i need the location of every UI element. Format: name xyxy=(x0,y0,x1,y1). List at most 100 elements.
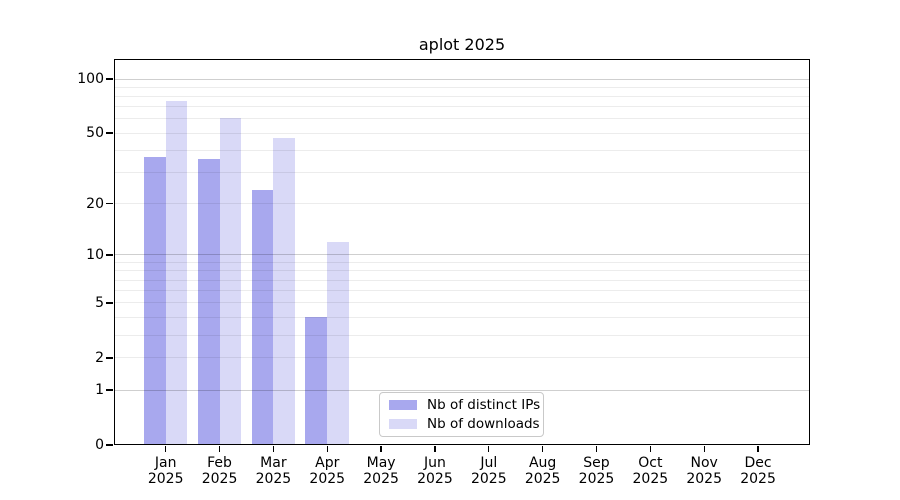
x-tick-month: Sep xyxy=(583,455,610,471)
x-tick-label-feb: Feb 2025 xyxy=(192,455,248,487)
y-tick-mark-10 xyxy=(106,254,113,256)
y-tick-mark-2 xyxy=(106,357,113,359)
x-tick-mark-jun xyxy=(434,446,436,452)
gridline-minor-5 xyxy=(114,302,810,304)
y-tick-label-50: 50 xyxy=(86,125,104,142)
gridline-minor-3 xyxy=(114,334,810,336)
y-tick-label-5: 5 xyxy=(95,294,104,311)
x-tick-month: Feb xyxy=(207,455,232,471)
gridline-major-10 xyxy=(114,254,810,256)
x-tick-mark-dec xyxy=(757,446,759,452)
gridline-minor-6 xyxy=(114,290,810,292)
gridline-minor-20 xyxy=(114,203,810,205)
x-tick-mark-apr xyxy=(326,446,328,452)
x-tick-label-jun: Jun 2025 xyxy=(407,455,463,487)
x-tick-month: Nov xyxy=(690,455,718,471)
y-tick-label-0: 0 xyxy=(95,437,104,453)
bar-apr-distinct-ips xyxy=(305,317,328,445)
x-tick-mark-feb xyxy=(218,446,221,452)
gridline-minor-4 xyxy=(114,316,810,318)
gridline-minor-2 xyxy=(114,357,810,359)
x-tick-mark-nov xyxy=(703,446,705,452)
x-tick-month: Dec xyxy=(744,455,772,471)
x-tick-year: 2025 xyxy=(632,471,669,487)
x-tick-month: Jun xyxy=(424,455,446,471)
y-tick-label-100: 100 xyxy=(77,71,104,87)
x-tick-mark-mar xyxy=(272,446,275,452)
x-tick-month: Mar xyxy=(260,455,287,471)
x-tick-mark-aug xyxy=(541,446,544,452)
bar-feb-downloads xyxy=(219,117,242,445)
gridline-minor-8 xyxy=(114,270,810,272)
gridline-minor-70 xyxy=(114,106,810,108)
x-tick-month: Apr xyxy=(315,455,340,471)
x-tick-mark-may xyxy=(380,446,382,452)
y-tick-mark-100 xyxy=(106,78,113,80)
gridline-minor-60 xyxy=(114,118,810,120)
y-tick-mark-20 xyxy=(106,202,113,205)
x-tick-month: Oct xyxy=(638,455,663,471)
legend-label-downloads: Nb of downloads xyxy=(427,416,540,432)
gridline-minor-80 xyxy=(114,96,810,97)
x-tick-year: 2025 xyxy=(470,471,507,487)
x-tick-month: Jul xyxy=(480,455,498,471)
x-tick-label-dec: Dec 2025 xyxy=(730,455,786,487)
legend-item-downloads: Nb of downloads xyxy=(389,417,540,431)
bar-mar-distinct-ips xyxy=(251,189,274,445)
x-tick-year: 2025 xyxy=(740,471,776,487)
x-tick-label-oct: Oct 2025 xyxy=(622,455,678,487)
x-tick-year: 2025 xyxy=(578,471,615,487)
x-tick-label-jul: Jul 2025 xyxy=(461,455,517,487)
x-tick-label-mar: Mar 2025 xyxy=(245,455,301,487)
bar-feb-distinct-ips xyxy=(197,158,220,445)
gridline-minor-9 xyxy=(114,261,810,263)
y-tick-mark-50 xyxy=(106,132,113,134)
y-tick-mark-0 xyxy=(106,444,113,446)
gridline-minor-50 xyxy=(114,132,810,134)
x-tick-label-apr: Apr 2025 xyxy=(299,455,355,487)
x-tick-mark-oct xyxy=(649,446,652,452)
gridline-minor-90 xyxy=(114,86,810,88)
x-tick-year: 2025 xyxy=(147,471,184,487)
x-tick-label-may: May 2025 xyxy=(353,455,409,487)
x-tick-mark-jul xyxy=(488,446,490,452)
x-tick-label-nov: Nov 2025 xyxy=(676,455,732,487)
y-tick-label-1: 1 xyxy=(95,382,104,399)
x-tick-year: 2025 xyxy=(363,471,399,487)
x-tick-month: Jan xyxy=(154,455,177,471)
gridline-minor-40 xyxy=(114,149,810,151)
y-tick-mark-5 xyxy=(106,302,113,304)
x-tick-mark-sep xyxy=(595,446,598,452)
x-tick-label-aug: Aug 2025 xyxy=(515,455,571,487)
x-tick-year: 2025 xyxy=(309,471,346,487)
x-tick-label-jan: Jan 2025 xyxy=(138,455,194,487)
legend: Nb of distinct IPs Nb of downloads xyxy=(379,392,544,437)
x-tick-month: May xyxy=(366,455,396,471)
plot-area: 0 1 2 5 10 20 50 100 Jan 2025 Feb 2025 Mar 2025 Apr 202… xyxy=(77,59,810,487)
x-tick-year: 2025 xyxy=(686,471,722,487)
plot-frame xyxy=(114,59,810,445)
gridline-major-1 xyxy=(114,389,810,391)
legend-swatch-downloads xyxy=(389,419,417,429)
x-tick-mark-jan xyxy=(165,446,167,452)
x-tick-month: Aug xyxy=(528,455,557,471)
x-tick-year: 2025 xyxy=(417,471,453,487)
x-tick-year: 2025 xyxy=(201,471,238,487)
x-tick-year: 2025 xyxy=(255,471,292,487)
x-tick-year: 2025 xyxy=(524,471,561,487)
x-tick-label-sep: Sep 2025 xyxy=(569,455,625,487)
gridline-major-100 xyxy=(114,78,810,80)
bar-mar-downloads xyxy=(273,137,296,445)
y-tick-label-10: 10 xyxy=(86,246,104,263)
bar-apr-downloads xyxy=(327,241,350,445)
gridline-minor-7 xyxy=(114,279,810,281)
bar-jan-distinct-ips xyxy=(143,156,166,445)
gridline-minor-30 xyxy=(114,172,810,174)
legend-label-distinct-ips: Nb of distinct IPs xyxy=(427,397,541,413)
bar-jan-downloads xyxy=(165,100,188,445)
y-tick-label-20: 20 xyxy=(86,195,104,212)
legend-item-distinct-ips: Nb of distinct IPs xyxy=(389,398,540,412)
legend-swatch-distinct-ips xyxy=(389,400,417,410)
y-tick-label-2: 2 xyxy=(95,349,104,366)
